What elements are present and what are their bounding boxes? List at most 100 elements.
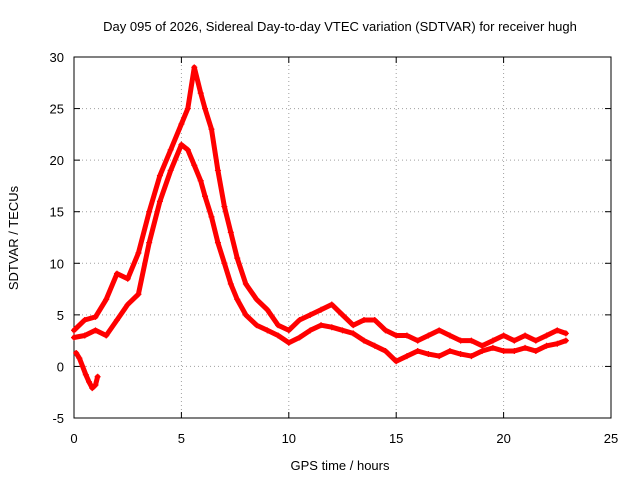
data-point [360, 337, 367, 344]
data-point [191, 64, 198, 71]
data-point [522, 332, 529, 339]
data-point [479, 347, 486, 354]
y-tick-label: 5 [57, 308, 64, 323]
data-point [275, 332, 282, 339]
data-point [296, 334, 303, 341]
data-point [307, 311, 314, 318]
data-point [167, 146, 174, 153]
data-point [457, 351, 464, 358]
data-point [81, 332, 88, 339]
y-tick-label: 0 [57, 359, 64, 374]
data-point [253, 322, 260, 329]
data-point [156, 198, 163, 205]
data-series [71, 64, 569, 392]
data-point [146, 208, 153, 215]
data-point [562, 337, 569, 344]
data-point [124, 301, 131, 308]
data-point [178, 121, 185, 128]
data-point [221, 260, 228, 267]
data-point [253, 296, 260, 303]
data-point [227, 229, 234, 236]
data-point [71, 334, 77, 341]
data-point [479, 342, 486, 349]
data-point [446, 332, 453, 339]
data-point [339, 327, 346, 334]
data-point [275, 322, 282, 329]
series-group [71, 64, 569, 349]
y-axis-label: SDTVAR / TECUs [6, 185, 21, 290]
data-point [124, 275, 131, 282]
data-point [328, 324, 335, 331]
tick-labels: 0 5 10 15 20 25 -5 0 5 10 15 20 25 30 [50, 50, 619, 446]
data-point [202, 105, 209, 112]
x-tick-label: 25 [604, 431, 618, 446]
plot-frame [73, 56, 612, 419]
data-point [71, 327, 77, 334]
y-tick-label: 10 [50, 256, 64, 271]
y-tick-label: 15 [50, 205, 64, 220]
data-point [156, 172, 163, 179]
data-point [197, 90, 204, 97]
data-point [73, 350, 80, 357]
data-point [113, 317, 120, 324]
y-tick-label: 30 [50, 50, 64, 65]
data-point [328, 301, 335, 308]
data-point [285, 327, 292, 334]
data-point [92, 381, 99, 388]
data-point [92, 313, 99, 320]
data-point [339, 311, 346, 318]
data-point [296, 317, 303, 324]
data-point [500, 347, 507, 354]
data-point [208, 213, 215, 220]
data-point [371, 342, 378, 349]
data-point [554, 327, 561, 334]
data-point [414, 337, 421, 344]
data-point [285, 339, 292, 346]
data-point [208, 126, 215, 133]
data-point [214, 239, 221, 246]
data-point [94, 373, 101, 380]
data-point [436, 353, 443, 360]
data-point [81, 317, 88, 324]
data-point [457, 337, 464, 344]
data-point [393, 358, 400, 365]
x-axis-label: GPS time / hours [291, 458, 390, 473]
data-point [242, 311, 249, 318]
data-point [318, 322, 325, 329]
data-point [214, 167, 221, 174]
data-point [382, 347, 389, 354]
series-group [73, 350, 101, 392]
data-point [82, 371, 89, 378]
data-point [532, 347, 539, 354]
data-point [414, 347, 421, 354]
data-point [135, 291, 142, 298]
data-point [264, 306, 271, 313]
data-point [191, 162, 198, 169]
data-point [76, 355, 83, 362]
data-point [307, 327, 314, 334]
x-tick-label: 20 [496, 431, 510, 446]
data-point [350, 322, 357, 329]
data-point [532, 337, 539, 344]
data-point [543, 332, 550, 339]
data-point [522, 344, 529, 351]
y-tick-label: -5 [52, 411, 64, 426]
data-point [184, 146, 191, 153]
data-point [500, 332, 507, 339]
data-point [382, 327, 389, 334]
data-point [79, 363, 86, 370]
data-point [562, 330, 569, 337]
data-point [360, 317, 367, 324]
data-point [543, 342, 550, 349]
data-point [446, 347, 453, 354]
data-point [468, 353, 475, 360]
data-point [135, 249, 142, 256]
data-point [184, 105, 191, 112]
data-point [103, 296, 110, 303]
data-point [227, 280, 234, 287]
data-point [178, 141, 185, 148]
data-point [242, 280, 249, 287]
x-tick-label: 15 [389, 431, 403, 446]
data-point [197, 177, 204, 184]
